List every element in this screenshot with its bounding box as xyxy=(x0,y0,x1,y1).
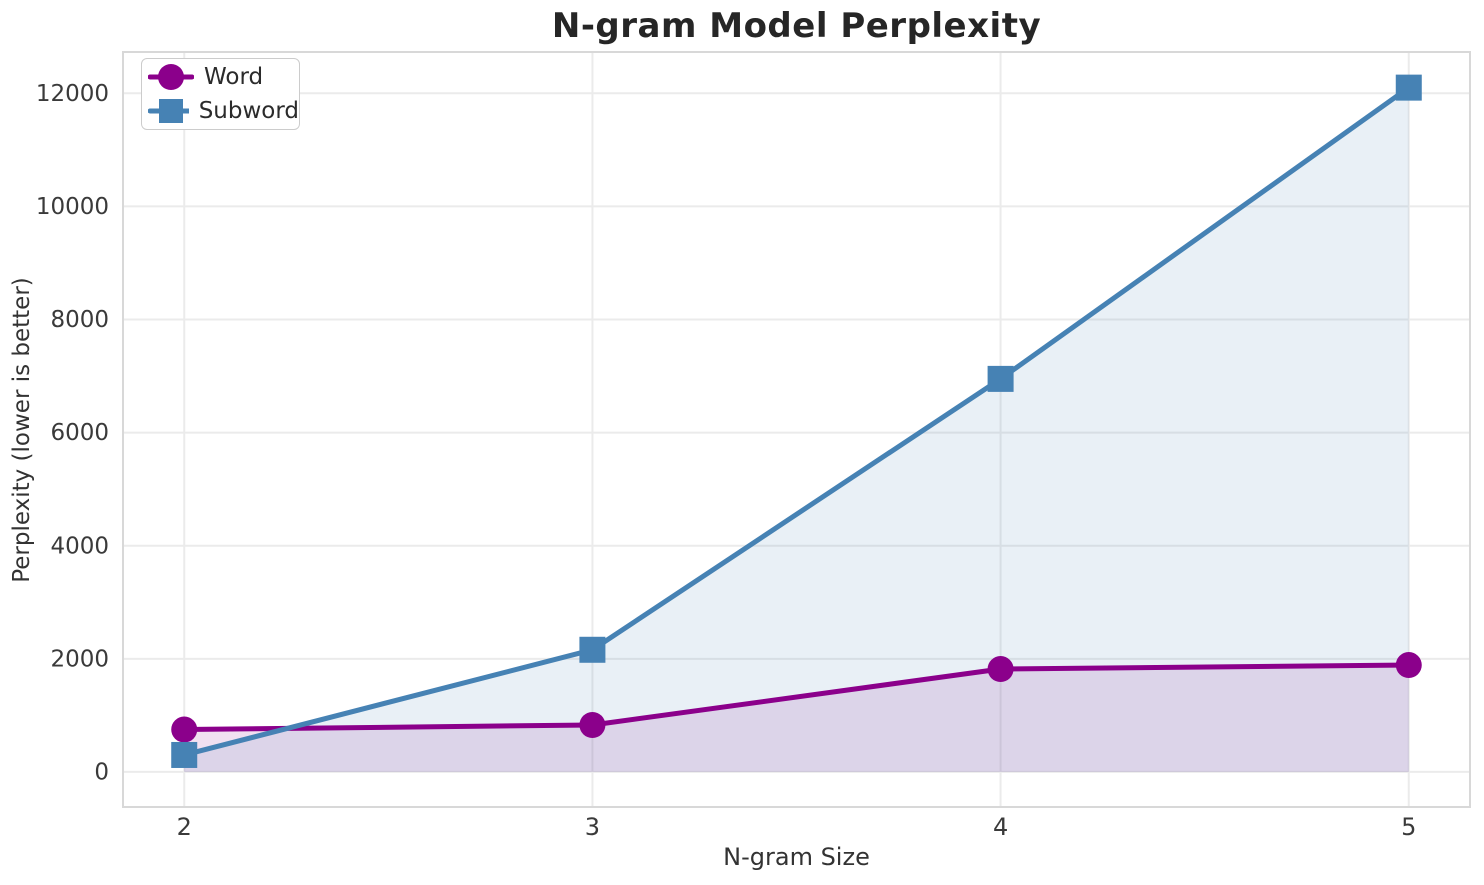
subword-area-fill xyxy=(184,87,1409,772)
legend-label-subword: Subword xyxy=(198,97,299,124)
x-tick-label: 4 xyxy=(993,813,1008,841)
word-series-line xyxy=(181,662,1412,733)
plot-border xyxy=(122,51,1471,808)
legend: Word Subword xyxy=(141,58,300,130)
y-tick-label: 6000 xyxy=(50,420,109,446)
word-data-point xyxy=(171,716,198,743)
x-axis-label: N-gram Size xyxy=(723,843,870,871)
y-tick-label: 0 xyxy=(94,760,109,786)
subword-data-point xyxy=(1395,74,1422,101)
y-axis-label: Perplexity (lower is better) xyxy=(9,277,35,583)
x-tick-label: 3 xyxy=(585,813,600,841)
y-tick-label: 2000 xyxy=(50,646,109,672)
x-tick-label: 2 xyxy=(177,813,192,841)
word-data-point xyxy=(579,711,606,738)
subword-series-line xyxy=(181,85,1412,758)
circle-marker-icon xyxy=(158,64,184,90)
y-tick-label: 10000 xyxy=(36,194,109,220)
x-tick-label: 5 xyxy=(1401,813,1416,841)
y-tick-label: 4000 xyxy=(50,533,109,559)
word-data-point xyxy=(987,656,1014,683)
word-data-point xyxy=(1395,652,1422,679)
subword-data-point xyxy=(171,741,198,768)
chart-title: N-gram Model Perplexity xyxy=(551,6,1042,46)
subword-data-point xyxy=(579,636,606,663)
subword-series-marker-icon xyxy=(148,99,189,123)
square-marker-icon xyxy=(159,99,183,123)
legend-label-word: Word xyxy=(204,63,264,90)
y-tick-label: 12000 xyxy=(36,81,109,107)
subword-data-point xyxy=(987,365,1014,392)
legend-item-word: Word xyxy=(148,61,299,93)
word-area-fill xyxy=(184,665,1409,772)
word-series-marker-icon xyxy=(148,64,194,90)
legend-item-subword: Subword xyxy=(148,95,299,127)
y-tick-label: 8000 xyxy=(50,307,109,333)
